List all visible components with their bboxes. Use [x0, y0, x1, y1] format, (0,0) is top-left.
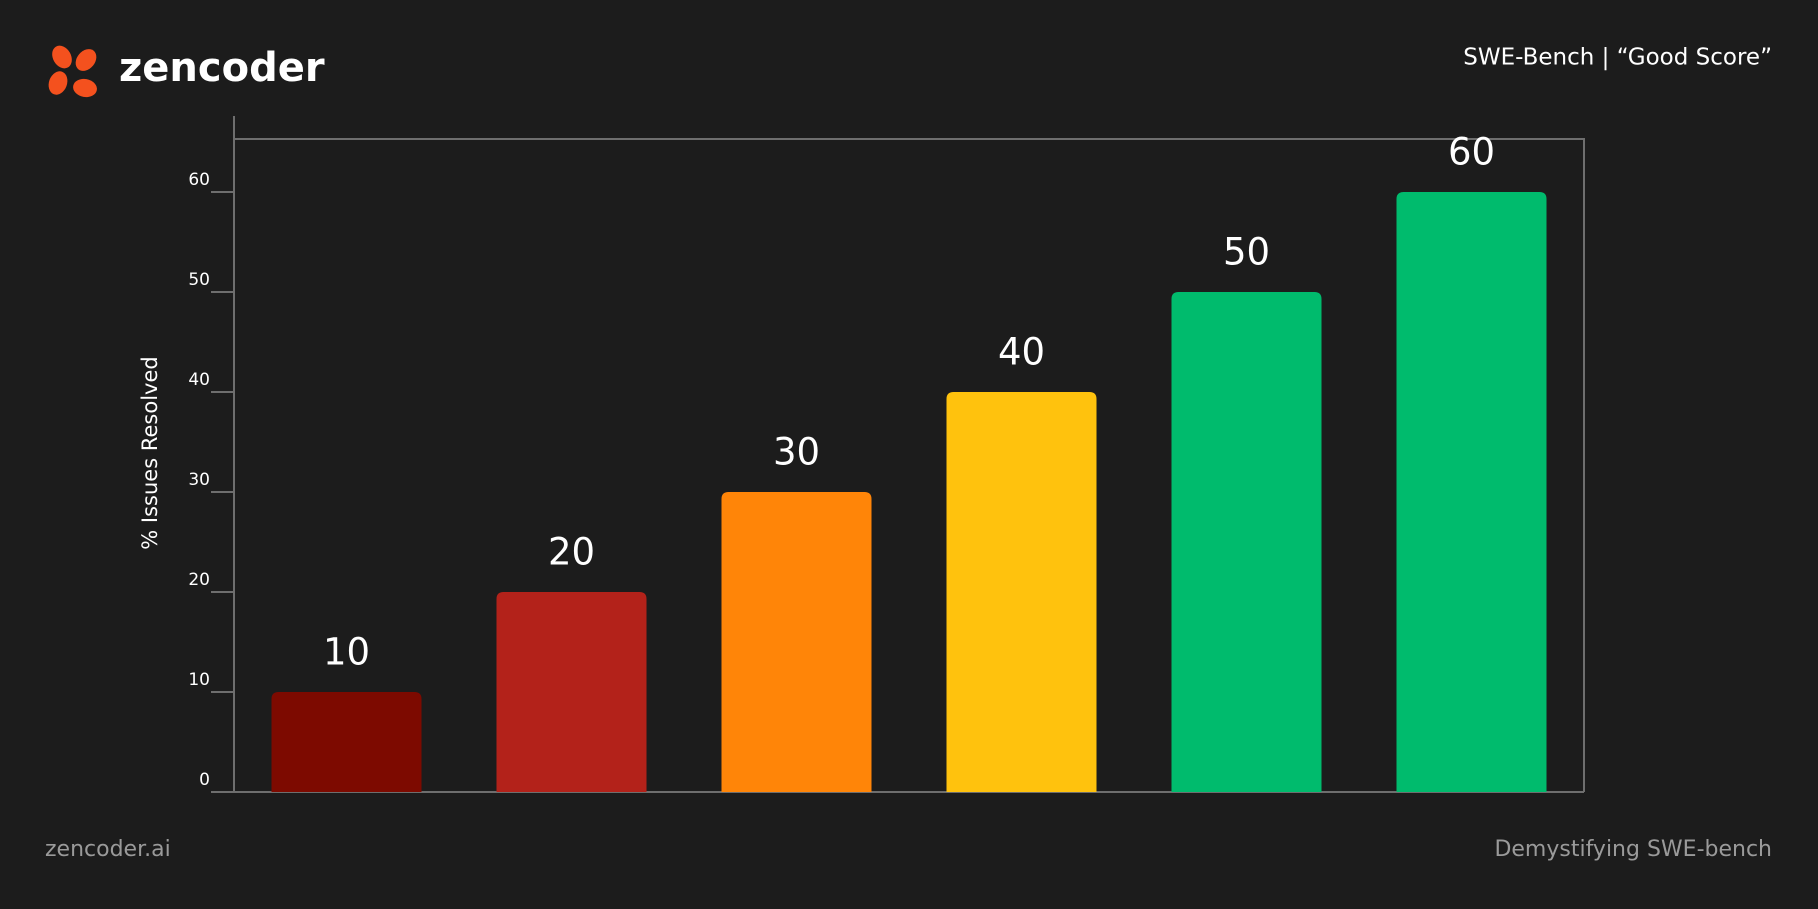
plot-frame — [234, 138, 1585, 792]
header-title: SWE-Bench | “Good Score” — [1463, 45, 1772, 71]
value-label: 30 — [773, 431, 820, 474]
plot: 0 10 20 30 40 50 60 10 20 30 40 50 60 — [188, 116, 1585, 793]
brand: zencoder — [119, 45, 325, 91]
bar — [1171, 292, 1322, 792]
value-label: 20 — [548, 531, 595, 574]
bar — [1396, 192, 1547, 792]
y-tick-label: 30 — [188, 470, 210, 490]
bar — [721, 492, 872, 792]
footer-left: zencoder.ai — [45, 837, 171, 862]
y-tick-label: 0 — [199, 770, 210, 790]
value-label: 60 — [1448, 131, 1495, 174]
value-label: 50 — [1223, 231, 1270, 274]
y-tick-label: 60 — [188, 170, 210, 190]
footer-right: Demystifying SWE-bench — [1494, 837, 1772, 862]
y-tick-label: 50 — [188, 270, 210, 290]
value-label: 10 — [323, 631, 370, 674]
y-tick-label: 40 — [188, 370, 210, 390]
y-axis-title: % Issues Resolved — [138, 356, 162, 549]
y-tick-label: 20 — [188, 570, 210, 590]
logo-icon — [48, 45, 97, 98]
bar — [271, 692, 422, 792]
value-label: 40 — [998, 331, 1045, 374]
y-tick-label: 10 — [188, 670, 210, 690]
bar — [946, 392, 1097, 792]
bar — [496, 592, 647, 792]
